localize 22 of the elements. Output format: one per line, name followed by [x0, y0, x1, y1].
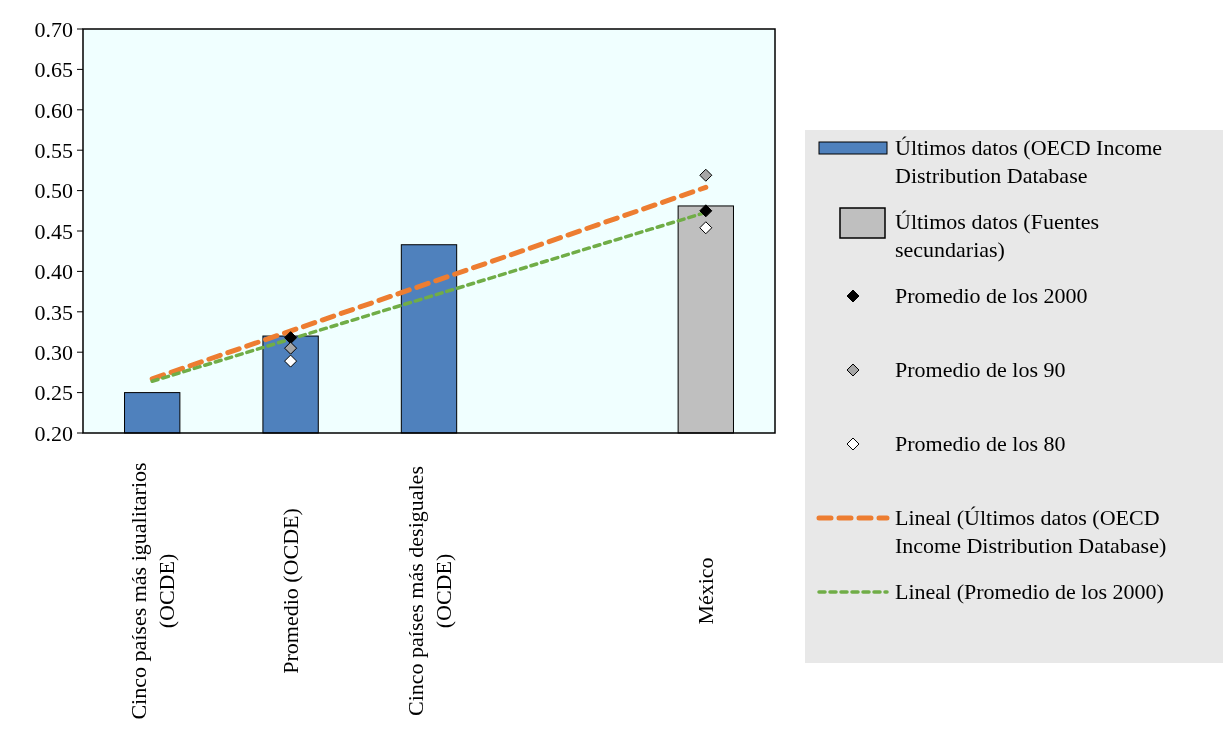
y-tick-label: 0.70: [34, 16, 73, 42]
x-tick-label: Cinco países más igualitarios (OCDE): [126, 462, 180, 720]
x-tick-label: Cinco países más desiguales (OCDE): [403, 466, 456, 716]
legend-label: Lineal (Promedio de los 2000): [895, 579, 1164, 604]
y-tick-label: 0.65: [34, 57, 73, 83]
x-tick-label: México: [692, 557, 718, 625]
y-tick-label: 0.35: [34, 299, 73, 325]
y-tick-label: 0.50: [34, 178, 73, 204]
y-tick-label: 0.30: [34, 339, 73, 365]
legend-label: Promedio de los 80: [895, 431, 1066, 456]
y-tick-label: 0.45: [34, 218, 73, 244]
legend-label: Lineal (Últimos datos (OECD Income Distribution Database): [895, 505, 1167, 558]
legend-label: Promedio de los 90: [895, 357, 1066, 382]
y-tick-label: 0.25: [34, 380, 73, 406]
y-tick-label: 0.20: [34, 420, 73, 446]
legend-label: Últimos datos (OECD Income Distribution Database: [895, 135, 1163, 188]
y-tick-label: 0.40: [34, 259, 73, 285]
x-tick-label: Promedio (OCDE): [277, 508, 303, 674]
legend-label: Últimos datos (Fuentes secundarias): [895, 209, 1100, 262]
legend-label: Promedio de los 2000: [895, 283, 1088, 308]
y-tick-label: 0.55: [34, 137, 73, 163]
y-tick-label: 0.60: [34, 97, 73, 123]
